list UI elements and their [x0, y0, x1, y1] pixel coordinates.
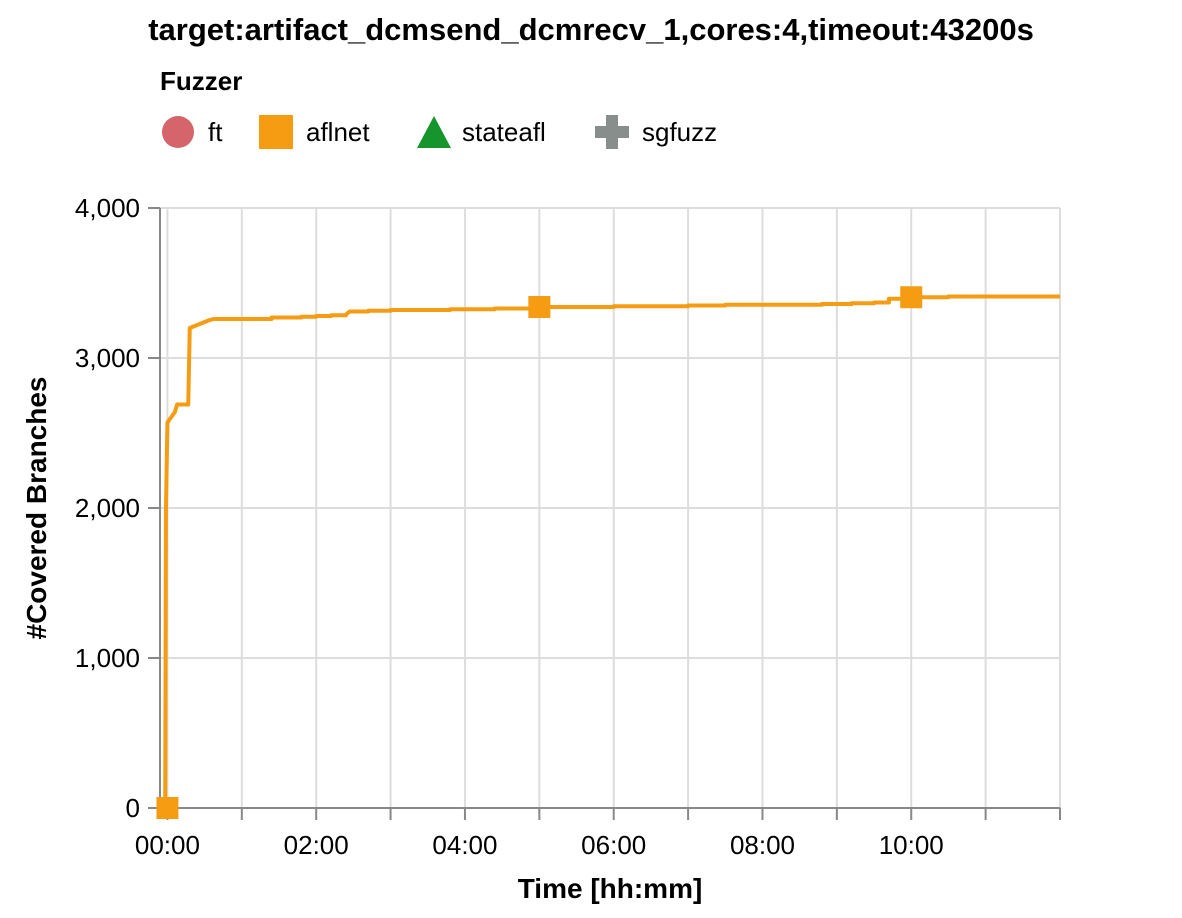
series-marker-aflnet [156, 797, 179, 819]
legend-item-ft[interactable]: ft [160, 114, 222, 150]
legend-symbol-sgfuzz [595, 115, 629, 149]
y-tick-label: 1,000 [75, 643, 140, 673]
x-tick-label: 06:00 [581, 830, 646, 860]
y-tick-label: 3,000 [75, 343, 140, 373]
legend-symbol-stateafl [417, 116, 451, 148]
legend-label-ft: ft [208, 116, 223, 147]
legend-label-stateafl: stateafl [462, 116, 546, 147]
legend-item-sgfuzz[interactable]: sgfuzz [594, 114, 717, 150]
y-tick-label: 0 [126, 793, 140, 823]
x-tick-label: 10:00 [879, 830, 944, 860]
x-tick-label: 00:00 [135, 830, 200, 860]
legend-item-stateafl[interactable]: stateafl [414, 114, 546, 150]
y-axis-title: #Covered Branches [21, 376, 52, 639]
square-icon [259, 115, 293, 149]
x-tick-label: 08:00 [730, 830, 795, 860]
x-axis-title: Time [hh:mm] [518, 873, 703, 904]
tick-labels: 00:00 02:00 04:00 06:00 08:00 10:00 0 1,000 2,00… [75, 193, 944, 860]
x-tick-label: 04:00 [432, 830, 497, 860]
circle-icon [162, 116, 194, 148]
cross-icon [595, 115, 629, 149]
legend-symbol-ft [162, 116, 194, 148]
legend-label-aflnet: aflnet [306, 116, 370, 147]
x-tick-label: 02:00 [284, 830, 349, 860]
chart-title: target:artifact_dcmsend_dcmrecv_1,cores:… [148, 12, 1034, 47]
y-tick-label: 2,000 [75, 493, 140, 523]
axes [148, 207, 1061, 820]
y-tick-label: 4,000 [75, 193, 140, 223]
legend-title: Fuzzer [160, 66, 243, 96]
series-line-aflnet [163, 294, 1060, 809]
series-marker-aflnet [528, 296, 551, 318]
series-layer [156, 286, 1060, 819]
legend-item-aflnet[interactable]: aflnet [258, 114, 370, 150]
legend-label-sgfuzz: sgfuzz [642, 116, 718, 147]
legend-symbol-aflnet [259, 115, 293, 149]
series-marker-aflnet [900, 286, 923, 309]
triangle-icon [417, 116, 451, 148]
